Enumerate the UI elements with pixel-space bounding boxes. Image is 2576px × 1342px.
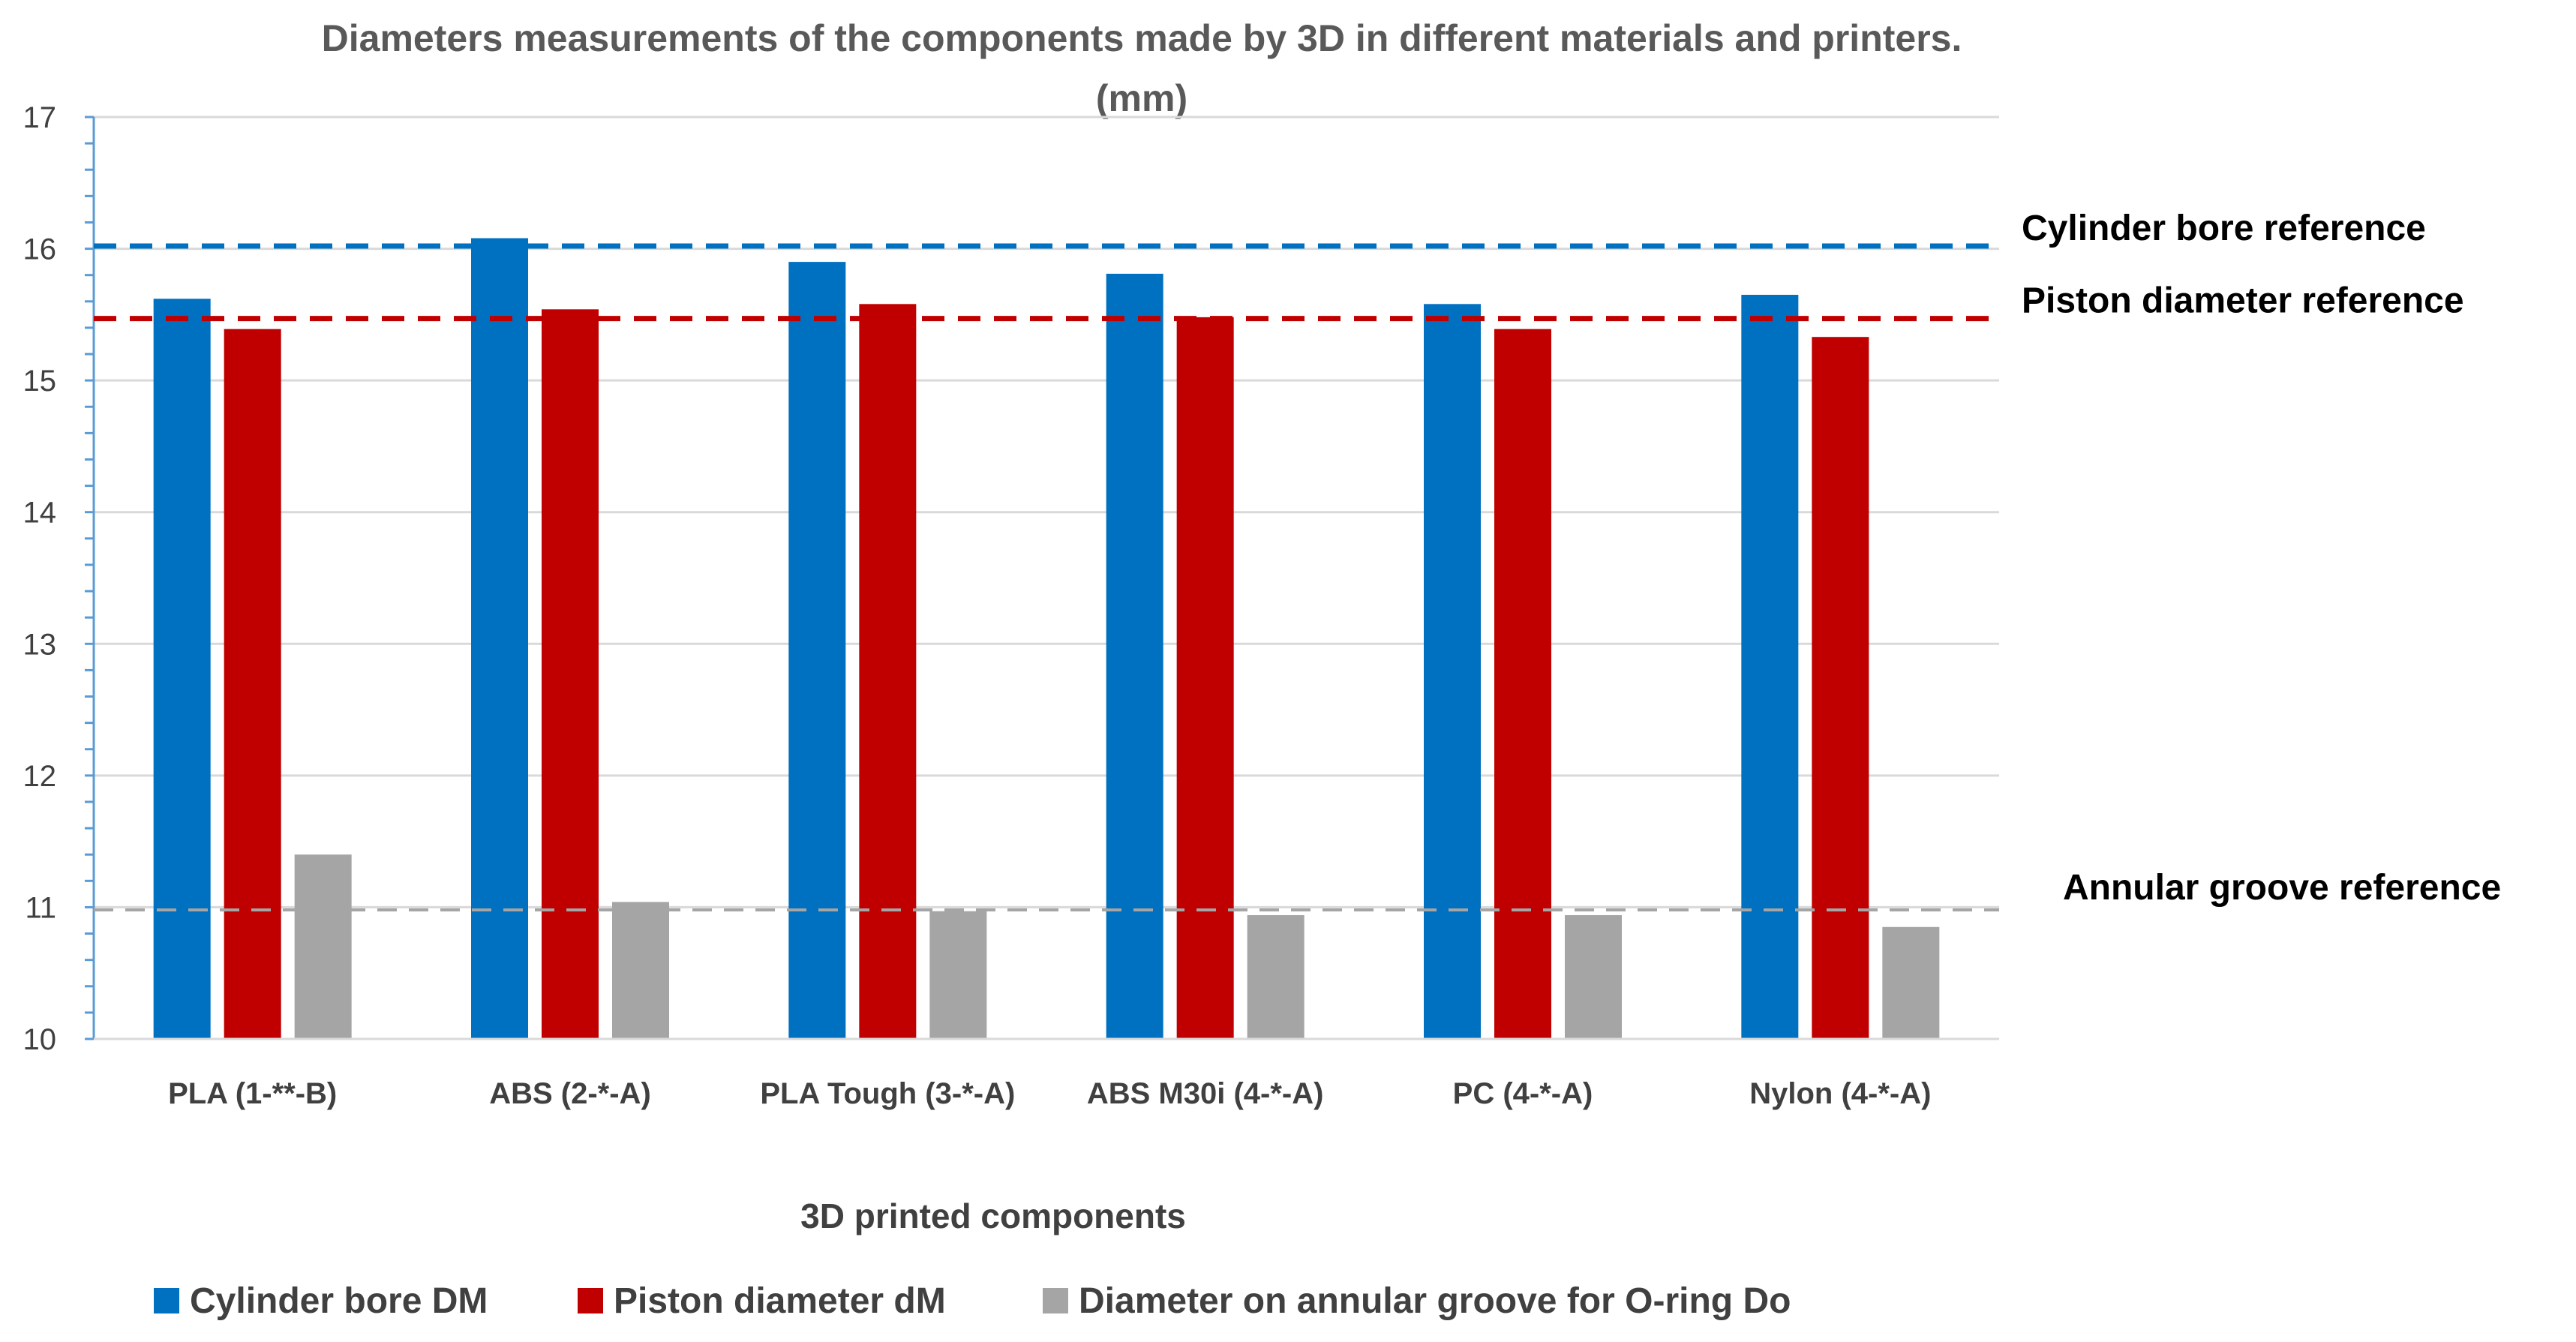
bar <box>929 911 987 1039</box>
legend: Cylinder bore DM Piston diameter dM Diamet… <box>154 1281 1791 1321</box>
bar <box>1424 304 1481 1040</box>
x-axis-title: 3D printed components <box>800 1196 1186 1235</box>
x-category-label: PLA Tough (3-*-A) <box>760 1077 1015 1110</box>
bar <box>1741 295 1799 1039</box>
legend-swatch <box>154 1288 179 1313</box>
x-category-label: PLA (1-**-B) <box>168 1077 337 1110</box>
reference-lines: Cylinder bore reference Piston diameter r… <box>94 209 2501 911</box>
legend-entry: Diameter on annular groove for O-ring Do <box>1079 1281 1791 1321</box>
bar <box>788 262 846 1040</box>
x-category-label: PC (4-*-A) <box>1453 1077 1593 1110</box>
bar <box>294 854 352 1039</box>
y-tick-label: 13 <box>23 628 57 661</box>
bar <box>1812 337 1869 1039</box>
reference-line-label: Cylinder bore reference <box>2022 209 2426 248</box>
reference-line-label: Piston diameter reference <box>2022 281 2464 321</box>
bar <box>1176 317 1234 1040</box>
bar <box>859 304 917 1040</box>
bar <box>153 299 211 1039</box>
bar <box>612 902 669 1039</box>
bar <box>224 329 281 1039</box>
bar <box>471 238 528 1039</box>
gridlines <box>94 116 1999 908</box>
bar <box>1565 914 1622 1039</box>
x-category-label: Nylon (4-*-A) <box>1749 1077 1931 1110</box>
chart-title-line-1: Diameters measurements of the components… <box>322 17 1962 59</box>
x-axis: PLA (1-**-B) ABS (2-*-A) PLA Tough (3-*-A)… <box>94 1037 1999 1110</box>
chart-title-line-2: (mm) <box>1096 77 1187 119</box>
y-tick-label: 10 <box>23 1023 57 1056</box>
bar <box>1106 273 1163 1039</box>
y-tick-label: 15 <box>23 365 57 398</box>
legend-swatch <box>1043 1288 1068 1313</box>
chart-title: Diameters measurements of the components… <box>322 17 1962 119</box>
bar <box>1247 914 1305 1039</box>
legend-swatch <box>578 1288 603 1313</box>
x-category-label: ABS (2-*-A) <box>489 1077 651 1110</box>
y-tick-label: 17 <box>23 101 57 134</box>
y-tick-label: 16 <box>23 233 57 266</box>
bar <box>542 309 599 1039</box>
bar <box>1882 926 1940 1039</box>
legend-entry: Cylinder bore DM <box>190 1281 488 1321</box>
y-tick-label: 14 <box>23 497 57 530</box>
x-category-label: ABS M30i (4-*-A) <box>1087 1077 1324 1110</box>
y-tick-label: 11 <box>25 891 56 924</box>
bar <box>1494 329 1551 1039</box>
legend-entry: Piston diameter dM <box>614 1281 946 1321</box>
reference-line-label: Annular groove reference <box>2063 868 2501 908</box>
bars <box>153 238 1940 1040</box>
y-tick-label: 12 <box>23 760 57 793</box>
y-axis: 10 11 12 13 14 15 16 17 <box>23 101 95 1056</box>
